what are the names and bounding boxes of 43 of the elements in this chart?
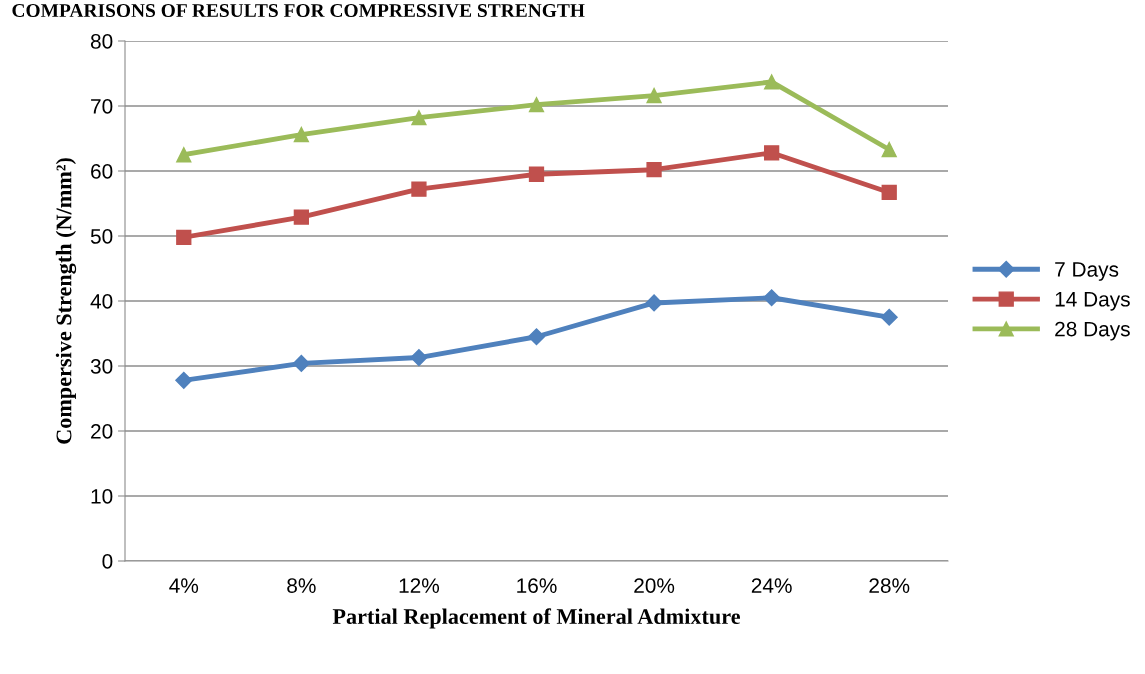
y-tick-label: 40 — [90, 294, 113, 309]
point — [764, 145, 780, 161]
point — [410, 348, 428, 367]
point — [646, 162, 662, 178]
y-tick-label: 10 — [91, 489, 113, 504]
x-tick-label: 4% — [169, 578, 199, 593]
point — [645, 294, 663, 312]
point — [293, 126, 309, 143]
legend-label: 7 Days — [1055, 262, 1119, 281]
point — [764, 74, 780, 90]
x-tick-label: 8% — [287, 578, 316, 593]
point — [881, 184, 897, 201]
point — [763, 289, 781, 307]
point — [527, 328, 546, 346]
y-tick-label: 60 — [91, 164, 113, 179]
y-tick-label: 70 — [91, 99, 113, 114]
point — [646, 87, 662, 104]
point — [528, 97, 545, 113]
point — [880, 308, 898, 326]
point — [411, 110, 427, 126]
chart-title: COMPARISONS OF RESULTS FOR COMPRESSIVE STRENGTH — [12, 3, 585, 18]
y-axis-title: Compersive Strength (N/mm²) — [55, 158, 77, 444]
x-axis-title: Partial Replacement of Mineral Admixture — [332, 608, 740, 629]
point — [176, 229, 192, 245]
y-tick-label: 0 — [102, 554, 113, 569]
y-tick-label: 50 — [90, 229, 113, 244]
y-tick-label: 30 — [90, 359, 113, 374]
y-tick-label: 20 — [91, 424, 113, 439]
point — [881, 141, 897, 158]
y-tick-label: 80 — [90, 34, 113, 49]
x-tick-label: 28% — [869, 578, 910, 593]
point — [292, 354, 310, 372]
point — [293, 209, 309, 225]
point — [176, 147, 192, 163]
point — [528, 166, 545, 182]
x-tick-label: 20% — [634, 578, 675, 593]
legend-label: 28 Days — [1055, 321, 1130, 341]
point — [175, 371, 193, 389]
point — [411, 181, 427, 197]
x-tick-label: 24% — [751, 578, 792, 593]
x-tick-label: 16% — [517, 578, 557, 593]
x-tick-label: 12% — [399, 578, 440, 593]
legend-label: 14 Days — [1055, 292, 1130, 311]
